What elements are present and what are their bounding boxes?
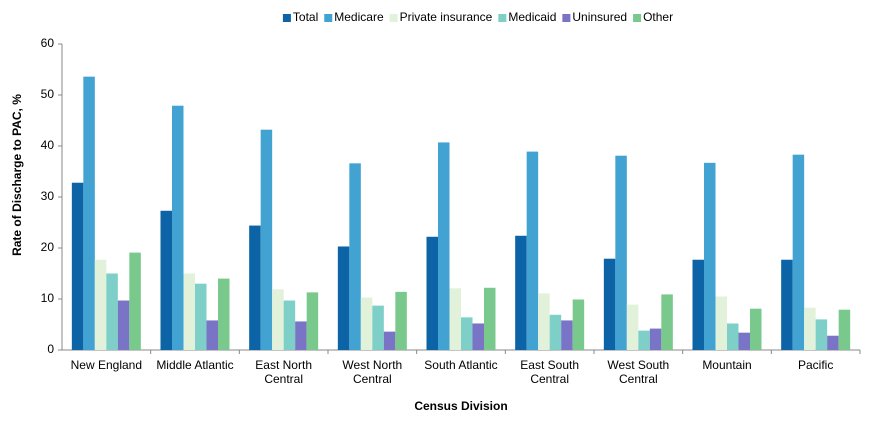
bar [649,328,662,350]
bar [272,289,284,350]
bar [515,235,527,350]
bar [160,210,172,350]
bar [360,297,373,350]
y-tick-label: 60 [41,36,55,50]
bar [615,155,627,350]
legend-swatch [562,14,571,22]
bar [395,291,407,350]
bar [484,287,496,350]
legend-label: Medicaid [508,10,556,24]
y-tick-label: 30 [41,189,55,203]
bar [372,305,384,350]
bar [117,300,130,350]
bar [738,332,750,350]
x-tick-label: New England [70,358,143,372]
bar [295,321,307,350]
x-tick-label: Mountain [702,358,752,372]
legend-label: Total [293,10,318,24]
bar [472,323,484,350]
y-axis-title: Rate of Discharge to PAC, % [10,94,24,256]
bar [449,288,461,350]
bar [71,182,84,350]
bar [349,163,361,350]
bar [727,323,739,350]
legend-swatch [389,14,398,22]
bar [750,308,762,350]
bar [815,319,828,350]
x-tick-label: West North Central [342,358,403,386]
legend-label: Private insurance [400,10,493,24]
bar [804,307,816,350]
bar [426,236,438,350]
bar [603,258,616,350]
y-tick-label: 10 [41,291,55,305]
bar [661,294,673,350]
bar [249,225,261,350]
legend-swatch [282,14,291,22]
bar [306,292,319,350]
legend-label: Other [643,10,673,24]
bar [715,296,727,350]
x-tick-label: Middle Atlantic [156,358,234,372]
bar [827,335,839,350]
bar [183,273,195,350]
bar [283,300,296,350]
bar [94,259,107,350]
bar [172,105,184,351]
bar [129,252,141,350]
bar [206,320,218,350]
x-tick-label: West South Central [607,358,670,386]
x-tick-label: South Atlantic [424,358,498,372]
x-axis-title: Census Division [414,399,507,413]
bar [195,283,207,350]
bar [781,259,793,350]
bar [626,304,639,350]
y-tick-label: 40 [41,138,55,152]
y-tick-label: 20 [41,240,55,254]
y-tick-label: 50 [41,87,55,101]
legend-swatch [633,14,642,22]
bar [549,314,562,350]
bar [260,129,273,350]
legend-swatch [498,14,507,22]
legend-label: Medicare [334,10,384,24]
bar [106,273,118,350]
bar [572,299,585,350]
legend-label: Uninsured [572,10,627,24]
bar [792,154,805,350]
bar [638,330,650,350]
bar [561,320,573,350]
bar [704,162,716,350]
bar [461,317,473,350]
bar [337,246,350,350]
bar [526,151,539,350]
bar [692,259,704,350]
x-tick-label: East South Central [520,358,580,386]
bar [538,293,550,350]
bar [218,278,230,350]
legend-swatch [324,14,333,22]
bar [83,76,95,350]
bar [383,331,396,350]
x-tick-label: Pacific [797,358,834,372]
bar [438,142,450,350]
x-tick-label: East North Central [255,358,312,386]
y-tick-label: 0 [47,342,54,356]
bar [838,309,851,350]
